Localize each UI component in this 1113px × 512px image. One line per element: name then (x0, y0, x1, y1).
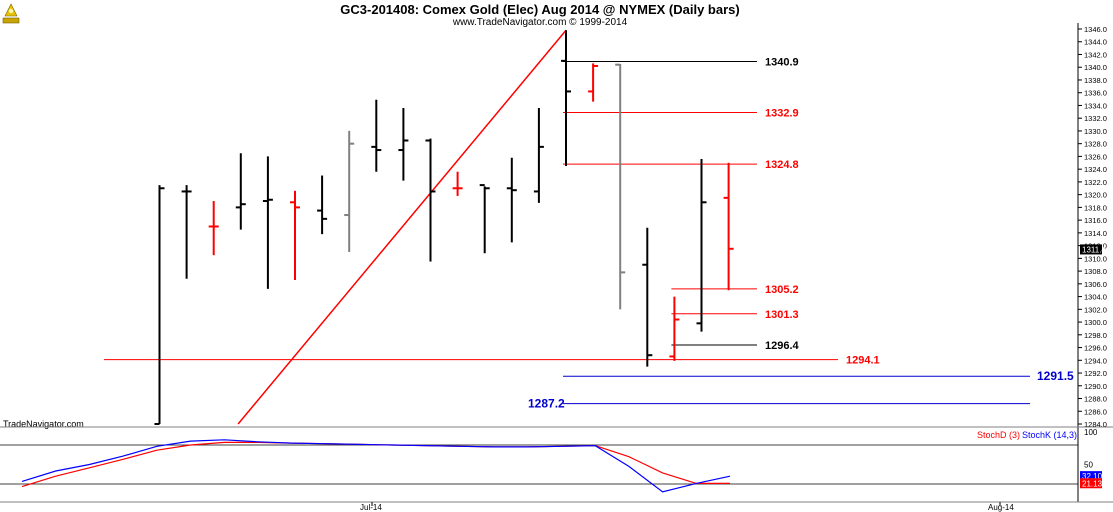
ohlc-bar (669, 296, 680, 361)
ohlc-bar (588, 63, 599, 102)
ohlc-bar (723, 162, 734, 291)
ohlc-bar (262, 156, 273, 289)
level-label: 1291.5 (1037, 369, 1074, 383)
legend-stochd: StochD (3) (977, 430, 1020, 440)
ohlc-bar (533, 108, 544, 203)
level-label: 1287.2 (528, 397, 565, 411)
ohlc-bar (181, 185, 192, 279)
ohlc-bar (398, 108, 409, 181)
price-tick-label: 1300.0 (1084, 318, 1107, 327)
level-label: 1294.1 (846, 355, 880, 367)
level-label: 1340.9 (765, 56, 799, 68)
ohlc-bar (561, 30, 571, 166)
price-tick-label: 1284.0 (1084, 420, 1107, 429)
price-tick-label: 1294.0 (1084, 356, 1107, 365)
price-tick-label: 1292.0 (1084, 369, 1107, 378)
stoch-last-label: 21.13 (1082, 479, 1103, 488)
x-tick-label: Jul-14 (360, 503, 382, 512)
ohlc-bar (479, 184, 490, 254)
price-tick-label: 1296.0 (1084, 344, 1107, 353)
level-label: 1332.9 (765, 107, 799, 119)
level-label: 1296.4 (765, 340, 800, 352)
stoch-last-label: 32.10 (1082, 472, 1103, 481)
legend-stochk: StochK (14,3) (1022, 430, 1077, 440)
price-tick-label: 1306.0 (1084, 280, 1107, 289)
price-tick-label: 1320.0 (1084, 191, 1107, 200)
price-tick-label: 1340.0 (1084, 63, 1107, 72)
stoch-tick-label: 100 (1084, 428, 1098, 437)
ohlc-bar (642, 227, 653, 367)
x-tick-label: Aug-14 (988, 503, 1014, 512)
price-tick-label: 1302.0 (1084, 305, 1107, 314)
price-tick-label: 1318.0 (1084, 203, 1107, 212)
price-tick-label: 1304.0 (1084, 293, 1107, 302)
price-tick-label: 1332.0 (1084, 114, 1107, 123)
price-tick-label: 1298.0 (1084, 331, 1107, 340)
ohlc-bar (290, 190, 300, 281)
ohlc-bar (371, 99, 382, 172)
ohlc-bar (425, 138, 436, 262)
level-label: 1305.2 (765, 284, 799, 296)
ohlc-bar (452, 171, 463, 196)
price-tick-label: 1338.0 (1084, 76, 1107, 85)
app-logo (2, 3, 20, 24)
price-tick-label: 1328.0 (1084, 140, 1107, 149)
price-tick-label: 1346.0 (1084, 25, 1107, 34)
ohlc-bar (154, 185, 165, 425)
last-price-label: 1311.4 (1082, 245, 1106, 254)
ohlc-bar (696, 158, 707, 332)
stoch-series-line (21, 439, 731, 493)
price-tick-label: 1324.0 (1084, 165, 1107, 174)
price-tick-label: 1314.0 (1084, 229, 1107, 238)
stoch-last-tag (1080, 478, 1102, 489)
price-tick-label: 1326.0 (1084, 152, 1107, 161)
price-tick-label: 1342.0 (1084, 50, 1107, 59)
chart-title: GC3-201408: Comex Gold (Elec) Aug 2014 @… (340, 2, 740, 17)
trendline (237, 29, 567, 425)
ohlc-bar (506, 157, 517, 243)
chart-subtitle: www.TradeNavigator.com © 1999-2014 (452, 17, 628, 28)
price-tick-label: 1316.0 (1084, 216, 1107, 225)
price-tick-label: 1322.0 (1084, 178, 1107, 187)
ohlc-bar (208, 201, 219, 256)
ohlc-bar (235, 153, 246, 230)
legend-stochd-label: StochD (3) (977, 430, 1021, 440)
stoch-last-tag (1080, 471, 1102, 482)
stoch-tick-label: 50 (1084, 461, 1093, 470)
price-tick-label: 1288.0 (1084, 395, 1107, 404)
level-label: 1324.8 (765, 159, 799, 171)
legend-stochk-label: StochK (14,3) (1022, 430, 1078, 440)
price-tick-label: 1286.0 (1084, 407, 1107, 416)
price-tick-label: 1334.0 (1084, 101, 1107, 110)
ohlc-bar (344, 130, 355, 252)
level-label: 1301.3 (765, 309, 799, 321)
price-tick-label: 1290.0 (1084, 382, 1107, 391)
price-tick-label: 1310.0 (1084, 254, 1107, 263)
price-tick-label: 1308.0 (1084, 267, 1107, 276)
ohlc-bar (615, 63, 626, 310)
stoch-series-line (21, 441, 730, 488)
last-price-tag (1080, 244, 1102, 255)
watermark: TradeNavigator.com (3, 419, 84, 429)
price-tick-label: 1336.0 (1084, 89, 1107, 98)
ohlc-bar (317, 175, 328, 235)
price-tick-label: 1344.0 (1084, 38, 1107, 47)
price-tick-label: 1330.0 (1084, 127, 1107, 136)
